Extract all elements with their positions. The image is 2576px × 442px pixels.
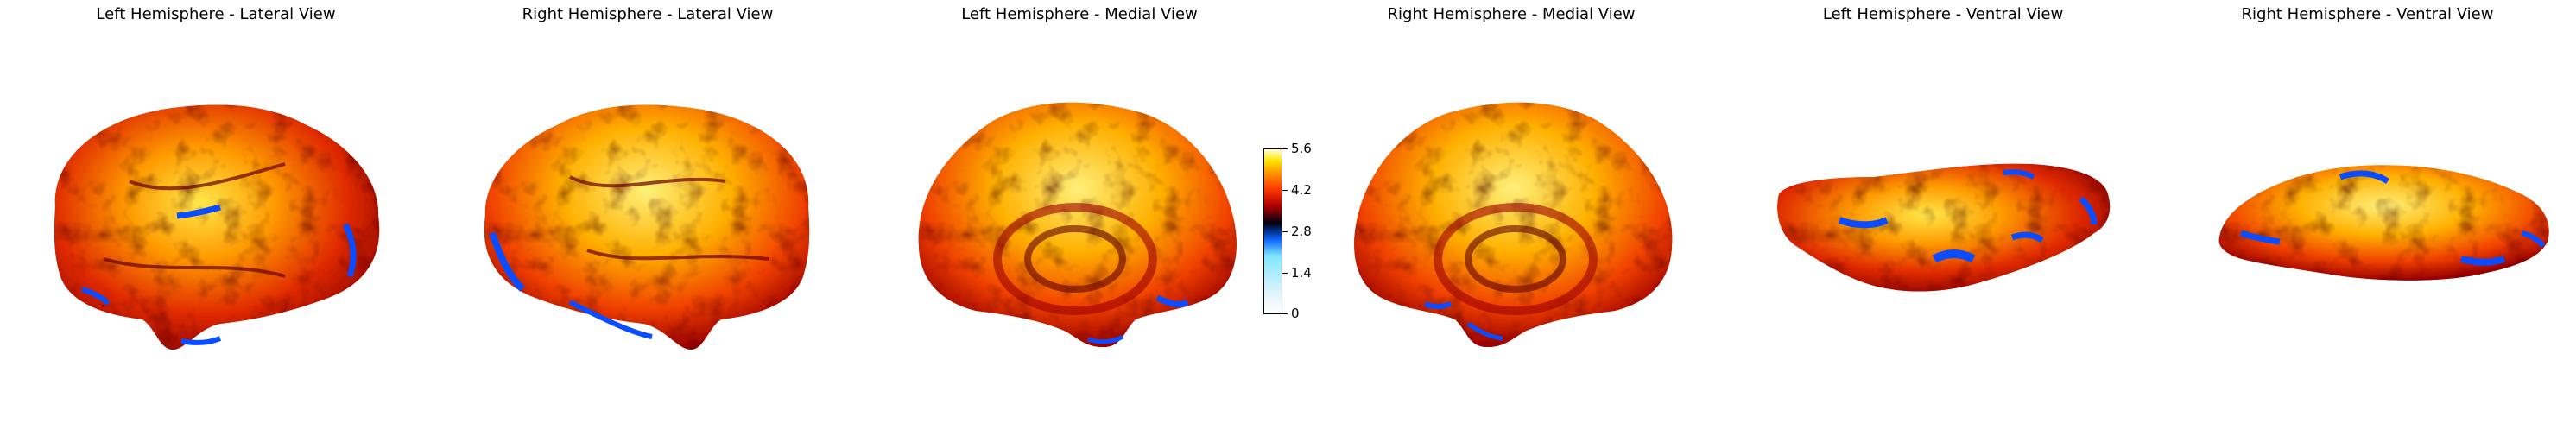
colorbar-tick-label: 5.6 (1291, 141, 1312, 156)
colorbar-tick-label: 4.2 (1291, 182, 1312, 198)
panel-title: Left Hemisphere - Ventral View (1822, 5, 2064, 23)
panel-left-ventral: Left Hemisphere - Ventral View (1727, 0, 2159, 442)
panel-title: Right Hemisphere - Ventral View (2241, 5, 2494, 23)
colorbar-tick (1282, 148, 1288, 149)
panel-left-medial: Left Hemisphere - Medial View (864, 0, 1295, 442)
brain-left-medial-image (918, 102, 1237, 348)
colorbar-tick-label: 0 (1291, 306, 1300, 321)
colorbar-tick (1282, 231, 1288, 232)
colorbar-tick (1282, 273, 1288, 274)
panel-left-lateral: Left Hemisphere - Lateral View (0, 0, 432, 442)
brain-left-ventral-image (1777, 163, 2111, 292)
panel-right-medial: Right Hemisphere - Medial View (1295, 0, 1727, 442)
panel-title: Right Hemisphere - Medial View (1387, 5, 1636, 23)
colorbar-tick-label: 1.4 (1291, 265, 1312, 281)
panel-right-ventral: Right Hemisphere - Ventral View (2159, 0, 2576, 442)
colorbar-tick-label: 2.8 (1291, 224, 1312, 239)
panel-title: Right Hemisphere - Lateral View (522, 5, 774, 23)
colorbar (1263, 148, 1282, 314)
brain-left-lateral-image (54, 104, 380, 350)
brain-right-medial-image (1354, 102, 1673, 348)
brain-right-lateral-image (484, 104, 810, 350)
panel-title: Left Hemisphere - Lateral View (96, 5, 336, 23)
panel-title: Left Hemisphere - Medial View (961, 5, 1198, 23)
colorbar-tick (1282, 190, 1288, 191)
brain-right-ventral-image (2218, 165, 2549, 281)
colorbar-tick (1282, 313, 1288, 314)
panel-right-lateral: Right Hemisphere - Lateral View (432, 0, 864, 442)
